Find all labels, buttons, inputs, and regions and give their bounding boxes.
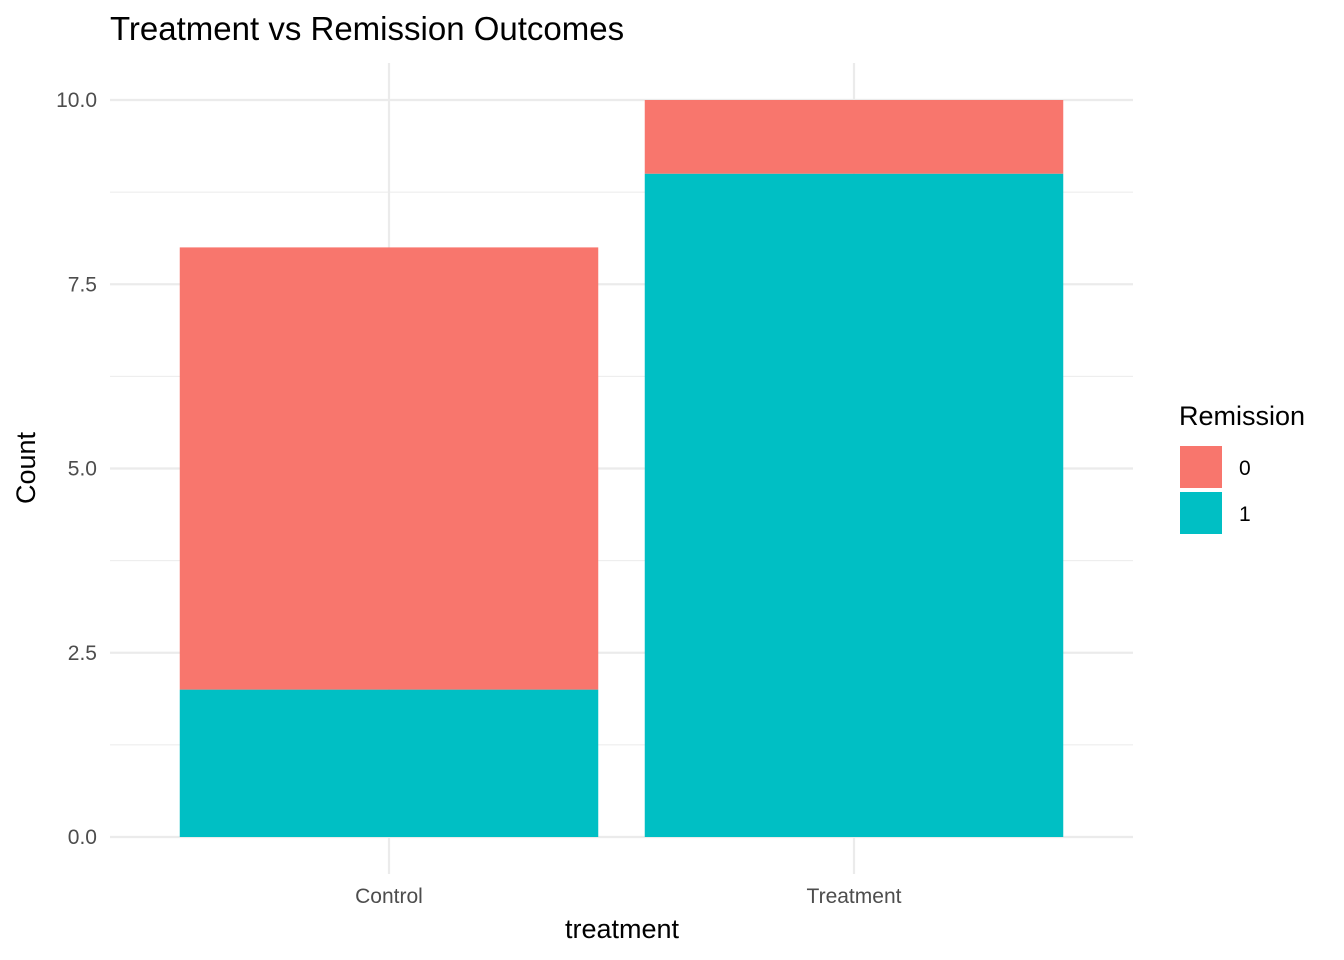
legend-label-0: 0 [1239,457,1251,480]
y-axis-title: Count [11,431,41,504]
bar-control-remission-1 [179,689,599,837]
bars [179,100,1064,837]
legend: Remission 01 [1179,401,1305,534]
x-axis-title: treatment [565,914,680,944]
y-axis-ticks: 0.0 2.5 5.0 7.5 10.0 [56,89,97,849]
legend-items: 01 [1180,446,1251,534]
bar-control-remission-0 [179,247,599,690]
x-tick-label: Treatment [807,885,902,908]
chart-title: Treatment vs Remission Outcomes [110,10,624,47]
y-tick-label: 10.0 [56,89,97,112]
bar-treatment-remission-1 [644,173,1064,837]
x-tick-label: Control [355,885,423,908]
legend-label-1: 1 [1239,503,1251,526]
y-tick-label: 2.5 [68,642,97,665]
legend-key-1 [1180,492,1222,534]
y-tick-label: 5.0 [68,458,97,481]
legend-key-0 [1180,446,1222,488]
x-axis-ticks: Control Treatment [355,885,901,908]
y-tick-label: 7.5 [68,273,97,296]
legend-title: Remission [1179,401,1305,431]
y-tick-label: 0.0 [68,826,97,849]
bar-treatment-remission-0 [644,100,1064,174]
